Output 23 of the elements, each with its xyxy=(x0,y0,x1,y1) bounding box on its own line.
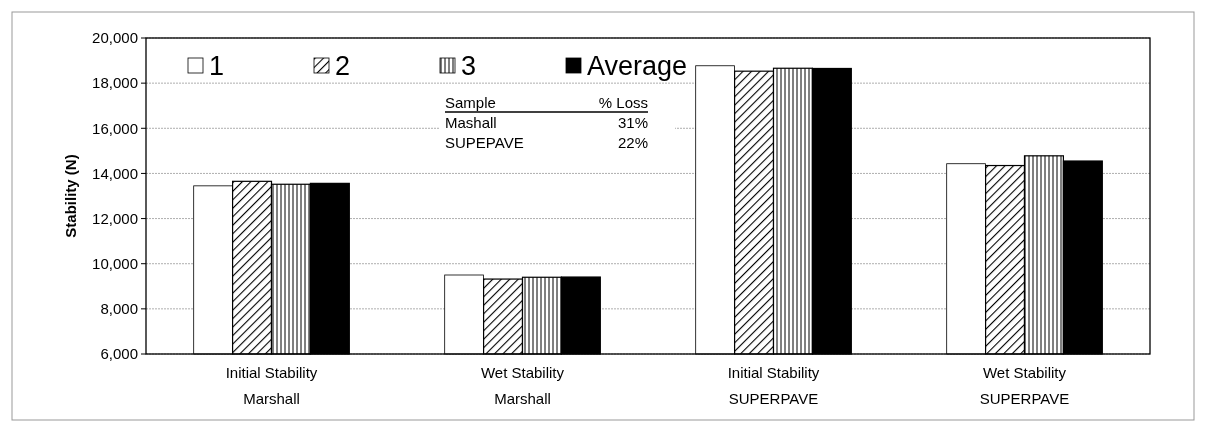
y-axis-title: Stability (N) xyxy=(62,154,79,238)
annotation: % Loss xyxy=(598,94,648,111)
y-tick-label: 20,000 xyxy=(92,29,138,47)
y-tick-label: 18,000 xyxy=(92,74,138,92)
legend-label: 1 xyxy=(209,51,225,82)
legend-label: 2 xyxy=(335,51,351,82)
y-tick-label: 16,000 xyxy=(92,119,138,137)
x-tick-label: Initial Stability Marshall xyxy=(225,364,318,407)
y-tick-label: 6,000 xyxy=(100,345,138,363)
y-tick-label: 8,000 xyxy=(100,300,138,318)
annotation: Mashall xyxy=(445,114,497,131)
y-tick-label: 14,000 xyxy=(92,164,138,182)
annotation: SUPEPAVE xyxy=(445,134,524,151)
x-tick-label: Wet Stability Marshall xyxy=(480,364,565,407)
annotation: 31% xyxy=(617,114,648,131)
legend-label: 3 xyxy=(461,51,477,82)
legend-label: Average xyxy=(587,51,688,82)
x-tick-label: Wet Stability SUPERPAVE xyxy=(979,364,1070,407)
annotation: 22% xyxy=(617,134,648,151)
y-tick-label: 12,000 xyxy=(92,209,138,227)
annotation: Sample xyxy=(445,94,496,111)
x-tick-label: Initial Stability SUPERPAVE xyxy=(727,364,820,407)
y-tick-label: 10,000 xyxy=(92,254,138,272)
